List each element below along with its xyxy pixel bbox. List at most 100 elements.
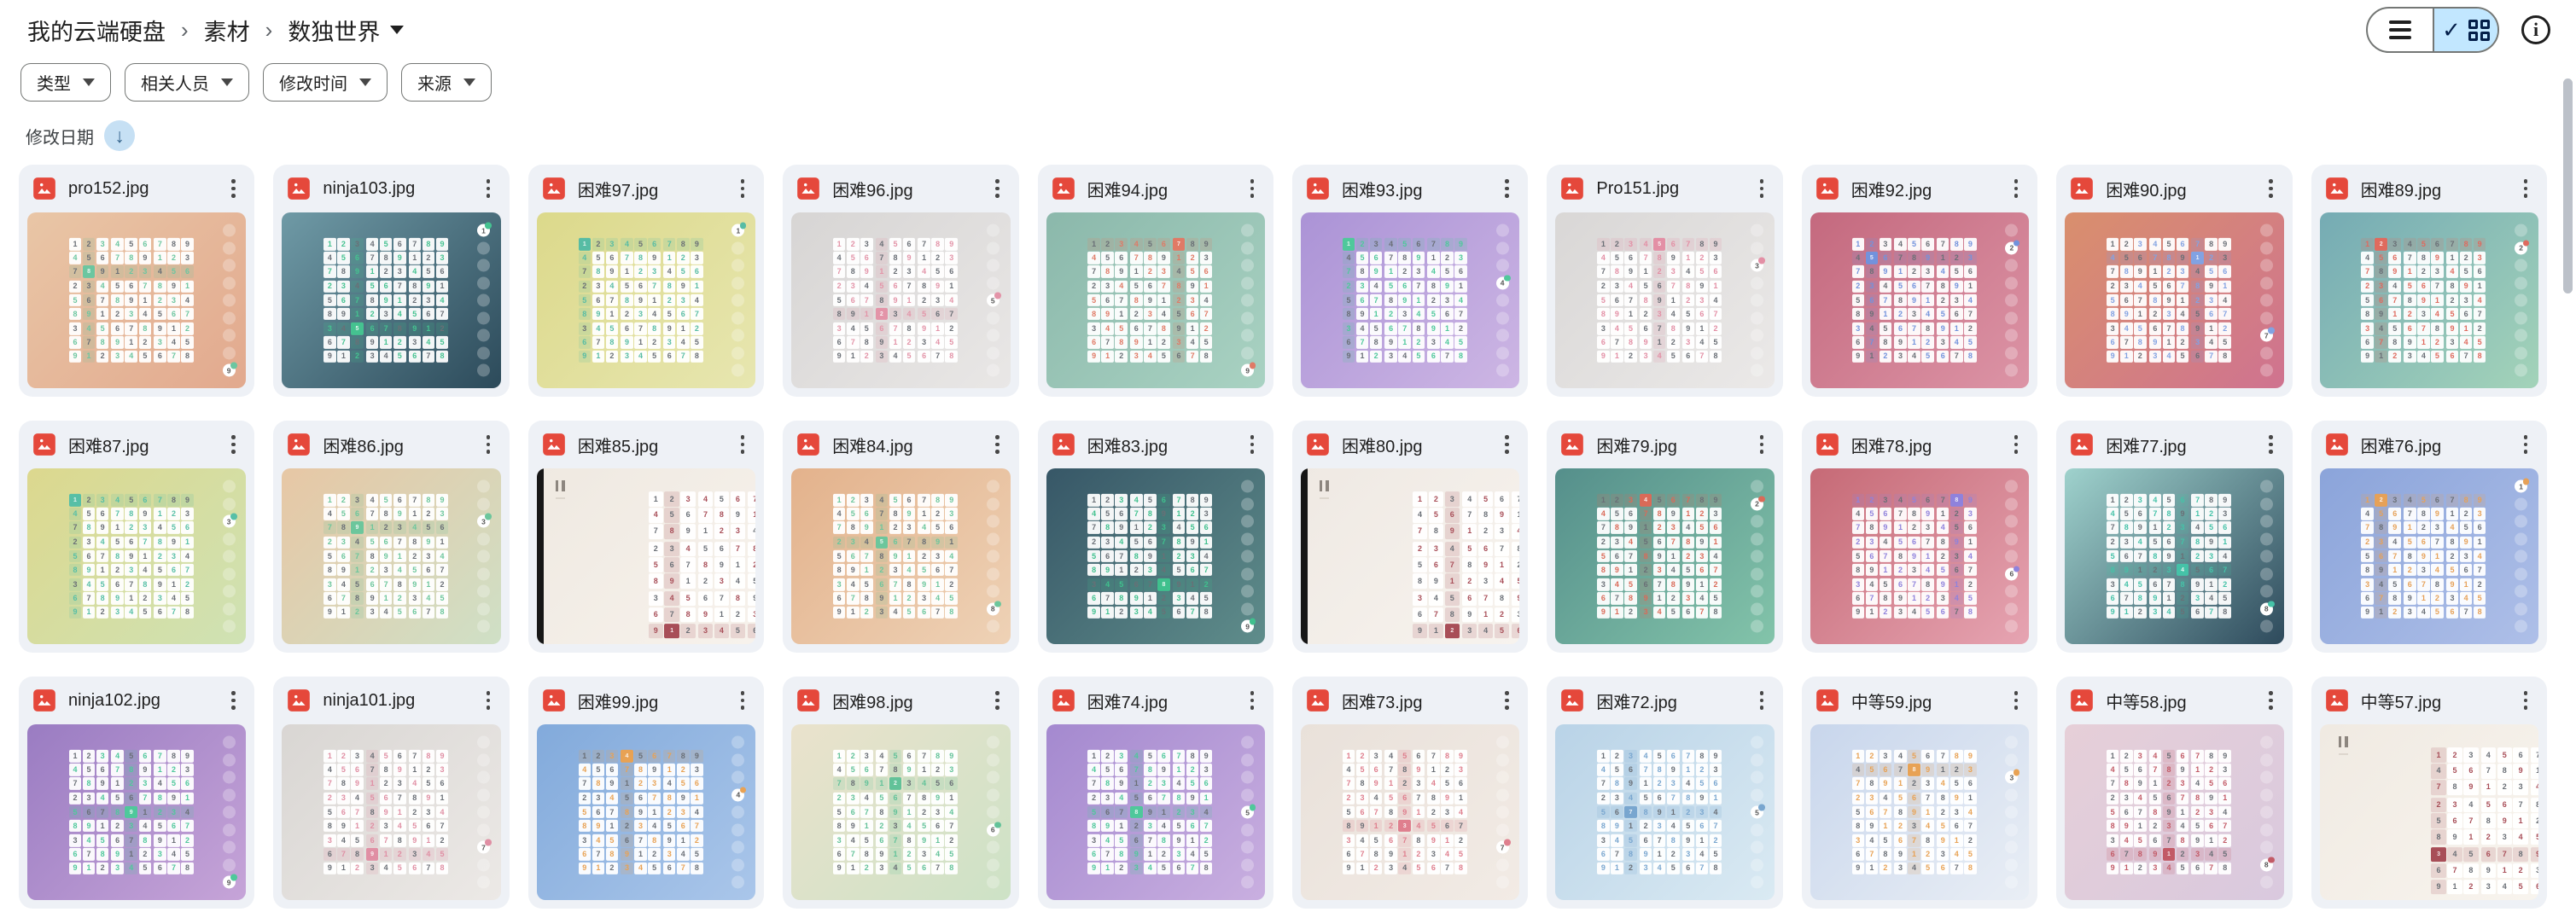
file-menu-button[interactable]	[1494, 171, 1519, 206]
list-view-button[interactable]	[2368, 9, 2433, 51]
file-menu-button[interactable]	[985, 427, 1011, 462]
filter-chip-type[interactable]: 类型	[20, 63, 111, 102]
file-menu-button[interactable]	[1239, 427, 1265, 462]
file-menu-button[interactable]	[2258, 683, 2284, 717]
file-name: 困难89.jpg	[2360, 181, 2442, 200]
number-buttons: 1	[731, 222, 747, 377]
file-menu-button[interactable]	[1749, 427, 1775, 462]
file-menu-button[interactable]	[220, 683, 246, 717]
breadcrumb-current-folder[interactable]: 数独世界	[279, 7, 412, 54]
file-card[interactable]: 困难85.jpg 1234567894567891237891234562345…	[527, 421, 765, 653]
number-buttons: 5	[986, 224, 1001, 377]
file-menu-button[interactable]	[730, 427, 755, 462]
file-card-header: 困难89.jpg	[2311, 165, 2547, 212]
file-card[interactable]: 困难80.jpg 1234567894567891237891234562345…	[1291, 421, 1529, 653]
file-menu-button[interactable]	[2258, 427, 2284, 462]
file-card[interactable]: 中等57.jpg 1234567894567891237891234562345…	[2311, 677, 2547, 909]
file-menu-button[interactable]	[2003, 427, 2029, 462]
file-menu-button[interactable]	[475, 683, 501, 717]
number-buttons: 9	[222, 224, 237, 377]
file-menu-button[interactable]	[2003, 171, 2029, 206]
sort-label[interactable]: 修改日期	[26, 128, 94, 148]
breadcrumb-current-label: 数独世界	[288, 19, 381, 45]
filter-chip-modified[interactable]: 修改时间	[263, 63, 388, 102]
breadcrumb-item-material[interactable]: 素材	[203, 19, 250, 45]
file-card-header: ninja102.jpg	[19, 677, 254, 724]
file-menu-button[interactable]	[1749, 171, 1775, 206]
sort-direction-button[interactable]: ↓	[104, 120, 135, 151]
file-menu-button[interactable]	[1494, 683, 1519, 717]
file-menu-button[interactable]	[475, 171, 501, 206]
grid-view-button[interactable]: ✓	[2433, 9, 2497, 51]
file-card-header: 困难98.jpg	[783, 677, 1018, 724]
image-file-icon	[1307, 177, 1329, 200]
file-menu-button[interactable]	[475, 427, 501, 462]
image-file-icon	[1815, 177, 1839, 200]
file-menu-button[interactable]	[2513, 683, 2538, 717]
image-file-icon	[33, 689, 55, 712]
filter-chip-source[interactable]: 来源	[401, 63, 492, 102]
file-menu-button[interactable]	[730, 683, 755, 717]
file-menu-button[interactable]	[220, 427, 246, 462]
info-button[interactable]: i	[2521, 15, 2550, 44]
file-menu-button[interactable]	[1494, 427, 1519, 462]
file-menu-button[interactable]	[1749, 683, 1775, 717]
file-name: 困难77.jpg	[2106, 437, 2187, 456]
file-menu-button[interactable]	[2513, 427, 2538, 462]
screenshot-edge-bar	[536, 468, 544, 644]
list-view-icon	[2389, 20, 2411, 39]
breadcrumb-item-my-drive[interactable]: 我的云端硬盘	[27, 19, 166, 45]
file-menu-button[interactable]	[220, 171, 246, 206]
image-file-icon	[542, 689, 565, 712]
file-menu-button[interactable]	[985, 683, 1011, 717]
file-menu-button[interactable]	[1239, 171, 1265, 206]
filter-chip-people[interactable]: 相关人员	[125, 63, 249, 102]
file-name: 中等57.jpg	[2360, 693, 2442, 712]
file-menu-button[interactable]	[985, 171, 1011, 206]
file-menu-button[interactable]	[2003, 683, 2029, 717]
file-menu-button[interactable]	[1239, 683, 1265, 717]
file-menu-button[interactable]	[2258, 171, 2284, 206]
scrollbar-thumb[interactable]	[2563, 78, 2573, 293]
file-menu-button[interactable]	[2513, 171, 2538, 206]
image-file-icon	[1561, 689, 1584, 712]
file-menu-button[interactable]	[730, 171, 755, 206]
